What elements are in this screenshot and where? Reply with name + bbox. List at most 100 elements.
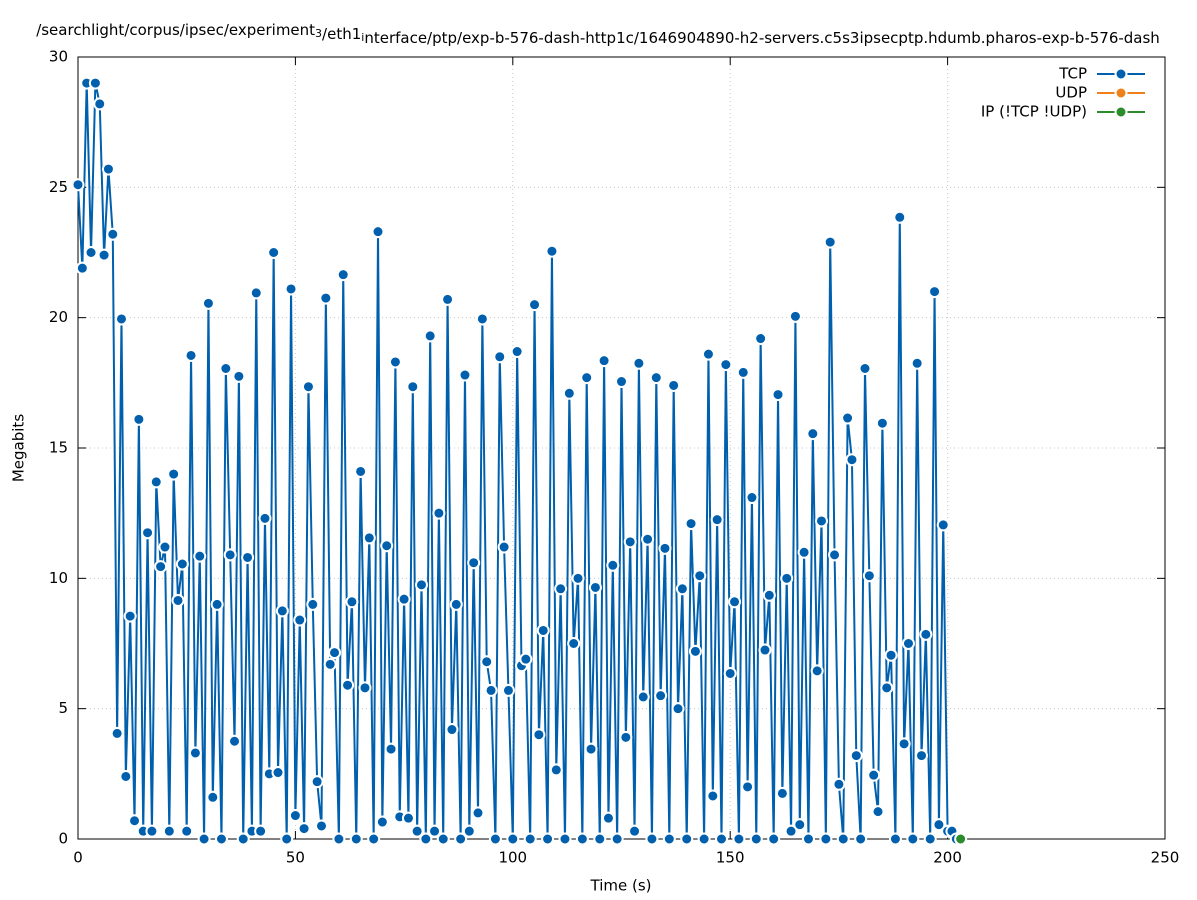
data-point <box>332 832 346 846</box>
data-point <box>123 609 137 623</box>
data-point <box>449 597 463 611</box>
data-point <box>375 815 389 829</box>
data-point <box>249 286 263 300</box>
data-point <box>510 345 524 359</box>
data-point <box>488 832 502 846</box>
data-point <box>241 550 255 564</box>
data-point <box>175 557 189 571</box>
data-point <box>728 595 742 609</box>
data-point <box>680 832 694 846</box>
data-point <box>910 356 924 370</box>
data-point <box>267 246 281 259</box>
data-point <box>280 832 294 846</box>
data-point <box>75 261 89 275</box>
data-point <box>558 832 572 846</box>
data-point <box>106 227 120 241</box>
data-point <box>462 824 476 838</box>
data-point <box>519 652 533 666</box>
x-tick-label: 0 <box>73 849 83 867</box>
data-point <box>71 178 85 192</box>
data-point <box>580 371 594 385</box>
data-point <box>428 824 442 838</box>
data-point <box>345 595 359 609</box>
data-point <box>828 548 842 562</box>
data-point <box>841 411 855 425</box>
data-point <box>84 246 98 259</box>
data-point <box>445 723 459 737</box>
data-point <box>767 832 781 846</box>
data-point <box>88 76 102 90</box>
data-point <box>662 832 676 846</box>
x-tick-label: 150 <box>716 849 745 867</box>
data-point <box>480 655 494 669</box>
legend-marker <box>1114 105 1128 119</box>
data-point <box>201 296 215 310</box>
data-point <box>349 832 363 846</box>
data-point <box>562 386 576 400</box>
data-point <box>219 361 233 375</box>
data-point <box>101 162 115 176</box>
chart-title: /searchlight/corpus/ipsec/experiment3/et… <box>36 21 1160 47</box>
data-point <box>688 644 702 658</box>
data-point <box>732 832 746 846</box>
data-point <box>697 832 711 846</box>
data-point <box>114 312 128 326</box>
data-point <box>723 666 737 680</box>
data-point <box>158 540 172 554</box>
data-point <box>471 806 485 820</box>
data-point <box>271 766 285 780</box>
data-point <box>867 768 881 782</box>
data-point <box>928 285 942 299</box>
data-point <box>141 526 155 540</box>
data-point <box>936 518 950 532</box>
data-point <box>615 375 628 389</box>
data-point <box>584 742 598 756</box>
data-point <box>319 291 333 305</box>
data-point <box>641 532 655 546</box>
data-point <box>780 571 794 585</box>
y-tick-label: 5 <box>58 699 68 717</box>
data-point <box>545 244 559 258</box>
data-point <box>645 832 659 846</box>
data-point <box>314 819 328 833</box>
data-point <box>223 548 237 562</box>
data-point <box>915 749 929 763</box>
data-point <box>414 578 428 592</box>
legend-marker <box>1114 86 1128 100</box>
data-point <box>306 597 320 611</box>
data-point <box>119 769 133 783</box>
data-point <box>258 511 272 525</box>
data-point <box>597 354 611 368</box>
data-point <box>788 309 802 323</box>
data-point <box>275 604 289 618</box>
data-point <box>771 388 785 402</box>
data-point <box>715 832 729 846</box>
data-point <box>167 467 181 481</box>
data-point <box>206 790 220 804</box>
data-point <box>401 811 415 825</box>
data-point <box>236 832 250 846</box>
data-point <box>458 368 472 382</box>
data-point <box>684 517 698 531</box>
data-point <box>710 513 724 527</box>
data-point <box>801 832 815 846</box>
data-point <box>815 514 829 528</box>
data-point <box>254 824 268 838</box>
data-point <box>397 592 411 606</box>
data-point <box>880 681 894 695</box>
x-tick-label: 250 <box>1151 849 1180 867</box>
data-point <box>797 545 811 559</box>
data-point <box>475 312 489 326</box>
data-point <box>567 637 581 650</box>
data-point <box>388 355 402 369</box>
data-point <box>188 746 202 760</box>
data-point <box>819 832 833 846</box>
data-point <box>197 832 211 846</box>
data-point <box>849 749 863 763</box>
x-tick-label: 50 <box>286 849 305 867</box>
data-point <box>749 832 763 846</box>
data-point <box>436 832 450 846</box>
y-tick-label: 30 <box>49 48 68 66</box>
data-point <box>193 549 207 563</box>
